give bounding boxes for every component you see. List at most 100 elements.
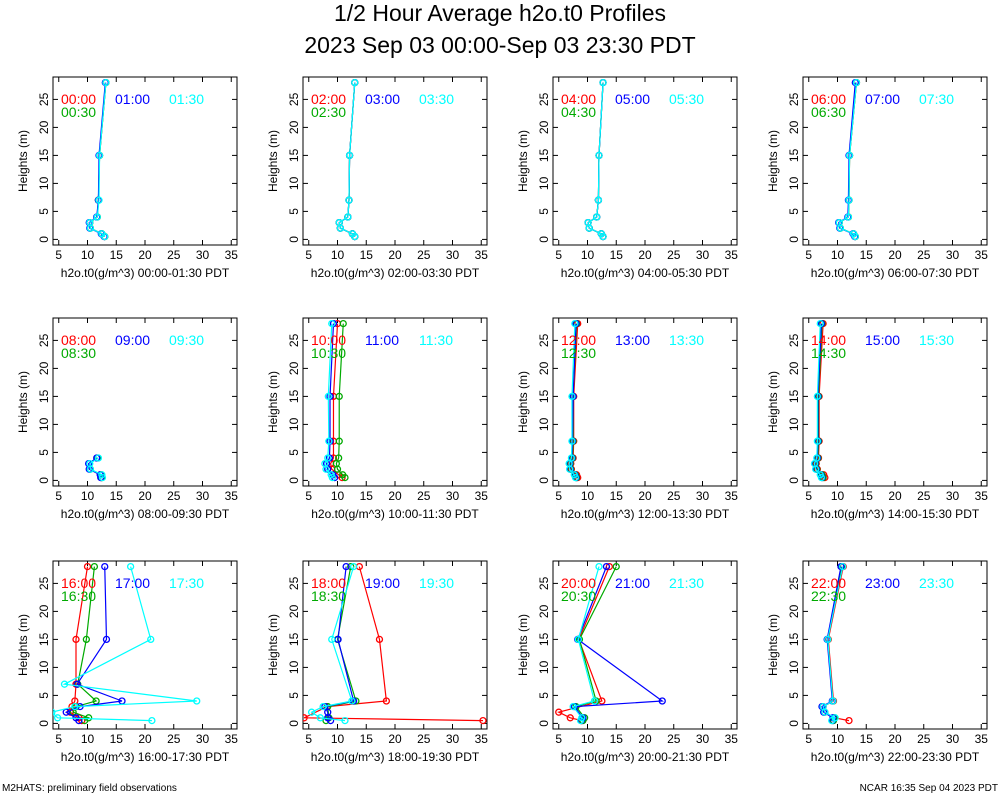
data-point [812,465,820,473]
data-point [93,213,101,221]
data-point [595,151,603,160]
data-point [335,437,343,445]
x-tick-label: 35 [975,248,989,262]
data-point [569,702,577,711]
data-point [602,562,611,571]
legend-entry: 07:00 [865,91,900,107]
data-point [335,392,343,401]
y-axis-label: Heights (m) [516,371,530,433]
y-tick-label: 5 [787,449,801,456]
legend-entry: 01:00 [115,91,150,107]
x-tick-label: 5 [805,489,812,503]
legend-entry: 03:00 [365,91,400,107]
data-point [813,437,822,445]
x-axis-label: h2o.t0(g/m^3) 10:00-11:30 PDT [311,507,479,521]
y-tick-label: 0 [287,477,301,484]
x-tick-label: 25 [667,732,681,746]
y-tick-label: 25 [287,92,301,106]
data-point [347,562,355,571]
y-tick-label: 5 [287,449,301,456]
legend-entry: 10:00 [311,332,346,348]
x-tick-label: 35 [725,248,739,262]
series-line [53,566,197,722]
data-point [101,232,109,241]
legend-entry: 05:00 [615,91,650,107]
data-point [845,151,854,160]
x-tick-label: 5 [555,489,562,503]
y-tick-label: 15 [287,389,301,403]
y-tick-label: 25 [37,333,51,347]
y-tick-label: 10 [287,417,301,431]
y-tick-label: 20 [37,120,51,134]
data-point [71,702,79,711]
legend-entry: 21:00 [615,575,650,591]
data-point [344,213,352,221]
data-point [101,562,109,571]
x-tick-label: 10 [831,489,845,503]
data-point [303,714,308,722]
data-point [53,714,62,722]
y-axis-label: Heights (m) [516,130,530,192]
series-line [338,82,356,237]
data-point [839,562,847,571]
x-tick-label: 10 [331,489,345,503]
y-tick-label: 25 [37,92,51,106]
y-tick-label: 20 [287,361,301,375]
legend-entry: 21:30 [669,575,704,591]
y-tick-label: 0 [287,720,301,727]
chart-subtitle: 2023 Sep 03 00:00-Sep 03 23:30 PDT [304,32,696,58]
y-tick-label: 0 [787,236,801,243]
data-point [351,78,359,87]
x-tick-label: 5 [555,732,562,746]
x-tick-label: 20 [638,489,652,503]
data-point [568,392,576,401]
y-tick-label: 15 [37,389,51,403]
y-tick-label: 0 [287,236,301,243]
legend-entry: 19:30 [419,575,454,591]
data-point [590,697,599,705]
y-axis-label: Heights (m) [766,130,780,192]
y-tick-label: 5 [787,208,801,215]
data-point [571,319,579,328]
data-point [90,562,99,571]
y-tick-label: 0 [537,477,551,484]
y-tick-label: 10 [787,417,801,431]
legend-entry: 04:00 [561,91,596,107]
x-tick-label: 30 [446,248,460,262]
x-axis-label: h2o.t0(g/m^3) 08:00-09:30 PDT [61,507,230,521]
data-point [345,151,354,160]
data-point [851,232,859,241]
legend-entry: 01:30 [169,91,204,107]
x-tick-label: 35 [475,732,489,746]
y-tick-label: 25 [37,576,51,590]
legend-entry: 14:00 [811,332,846,348]
data-point [73,680,81,688]
data-point [86,224,95,232]
data-point [316,714,324,722]
y-tick-label: 25 [787,92,801,106]
data-point [95,151,104,160]
data-point [585,224,593,232]
y-tick-label: 25 [537,576,551,590]
x-tick-label: 25 [167,489,181,503]
data-point [98,473,107,482]
y-tick-label: 20 [37,361,51,375]
data-point [333,465,342,473]
y-tick-label: 25 [287,333,301,347]
data-point [94,454,103,462]
x-tick-label: 35 [225,248,239,262]
y-tick-label: 0 [37,720,51,727]
y-tick-label: 5 [37,692,51,699]
data-point [829,697,837,705]
data-point [828,716,836,725]
x-tick-label: 10 [831,248,845,262]
x-tick-label: 15 [610,248,624,262]
y-axis-label: Heights (m) [16,371,30,433]
data-point [595,562,603,571]
x-tick-label: 30 [946,732,960,746]
y-tick-label: 5 [537,449,551,456]
data-point [341,716,349,725]
data-point [844,213,853,221]
data-point [102,78,110,87]
x-axis-label: h2o.t0(g/m^3) 12:00-13:30 PDT [561,507,730,521]
